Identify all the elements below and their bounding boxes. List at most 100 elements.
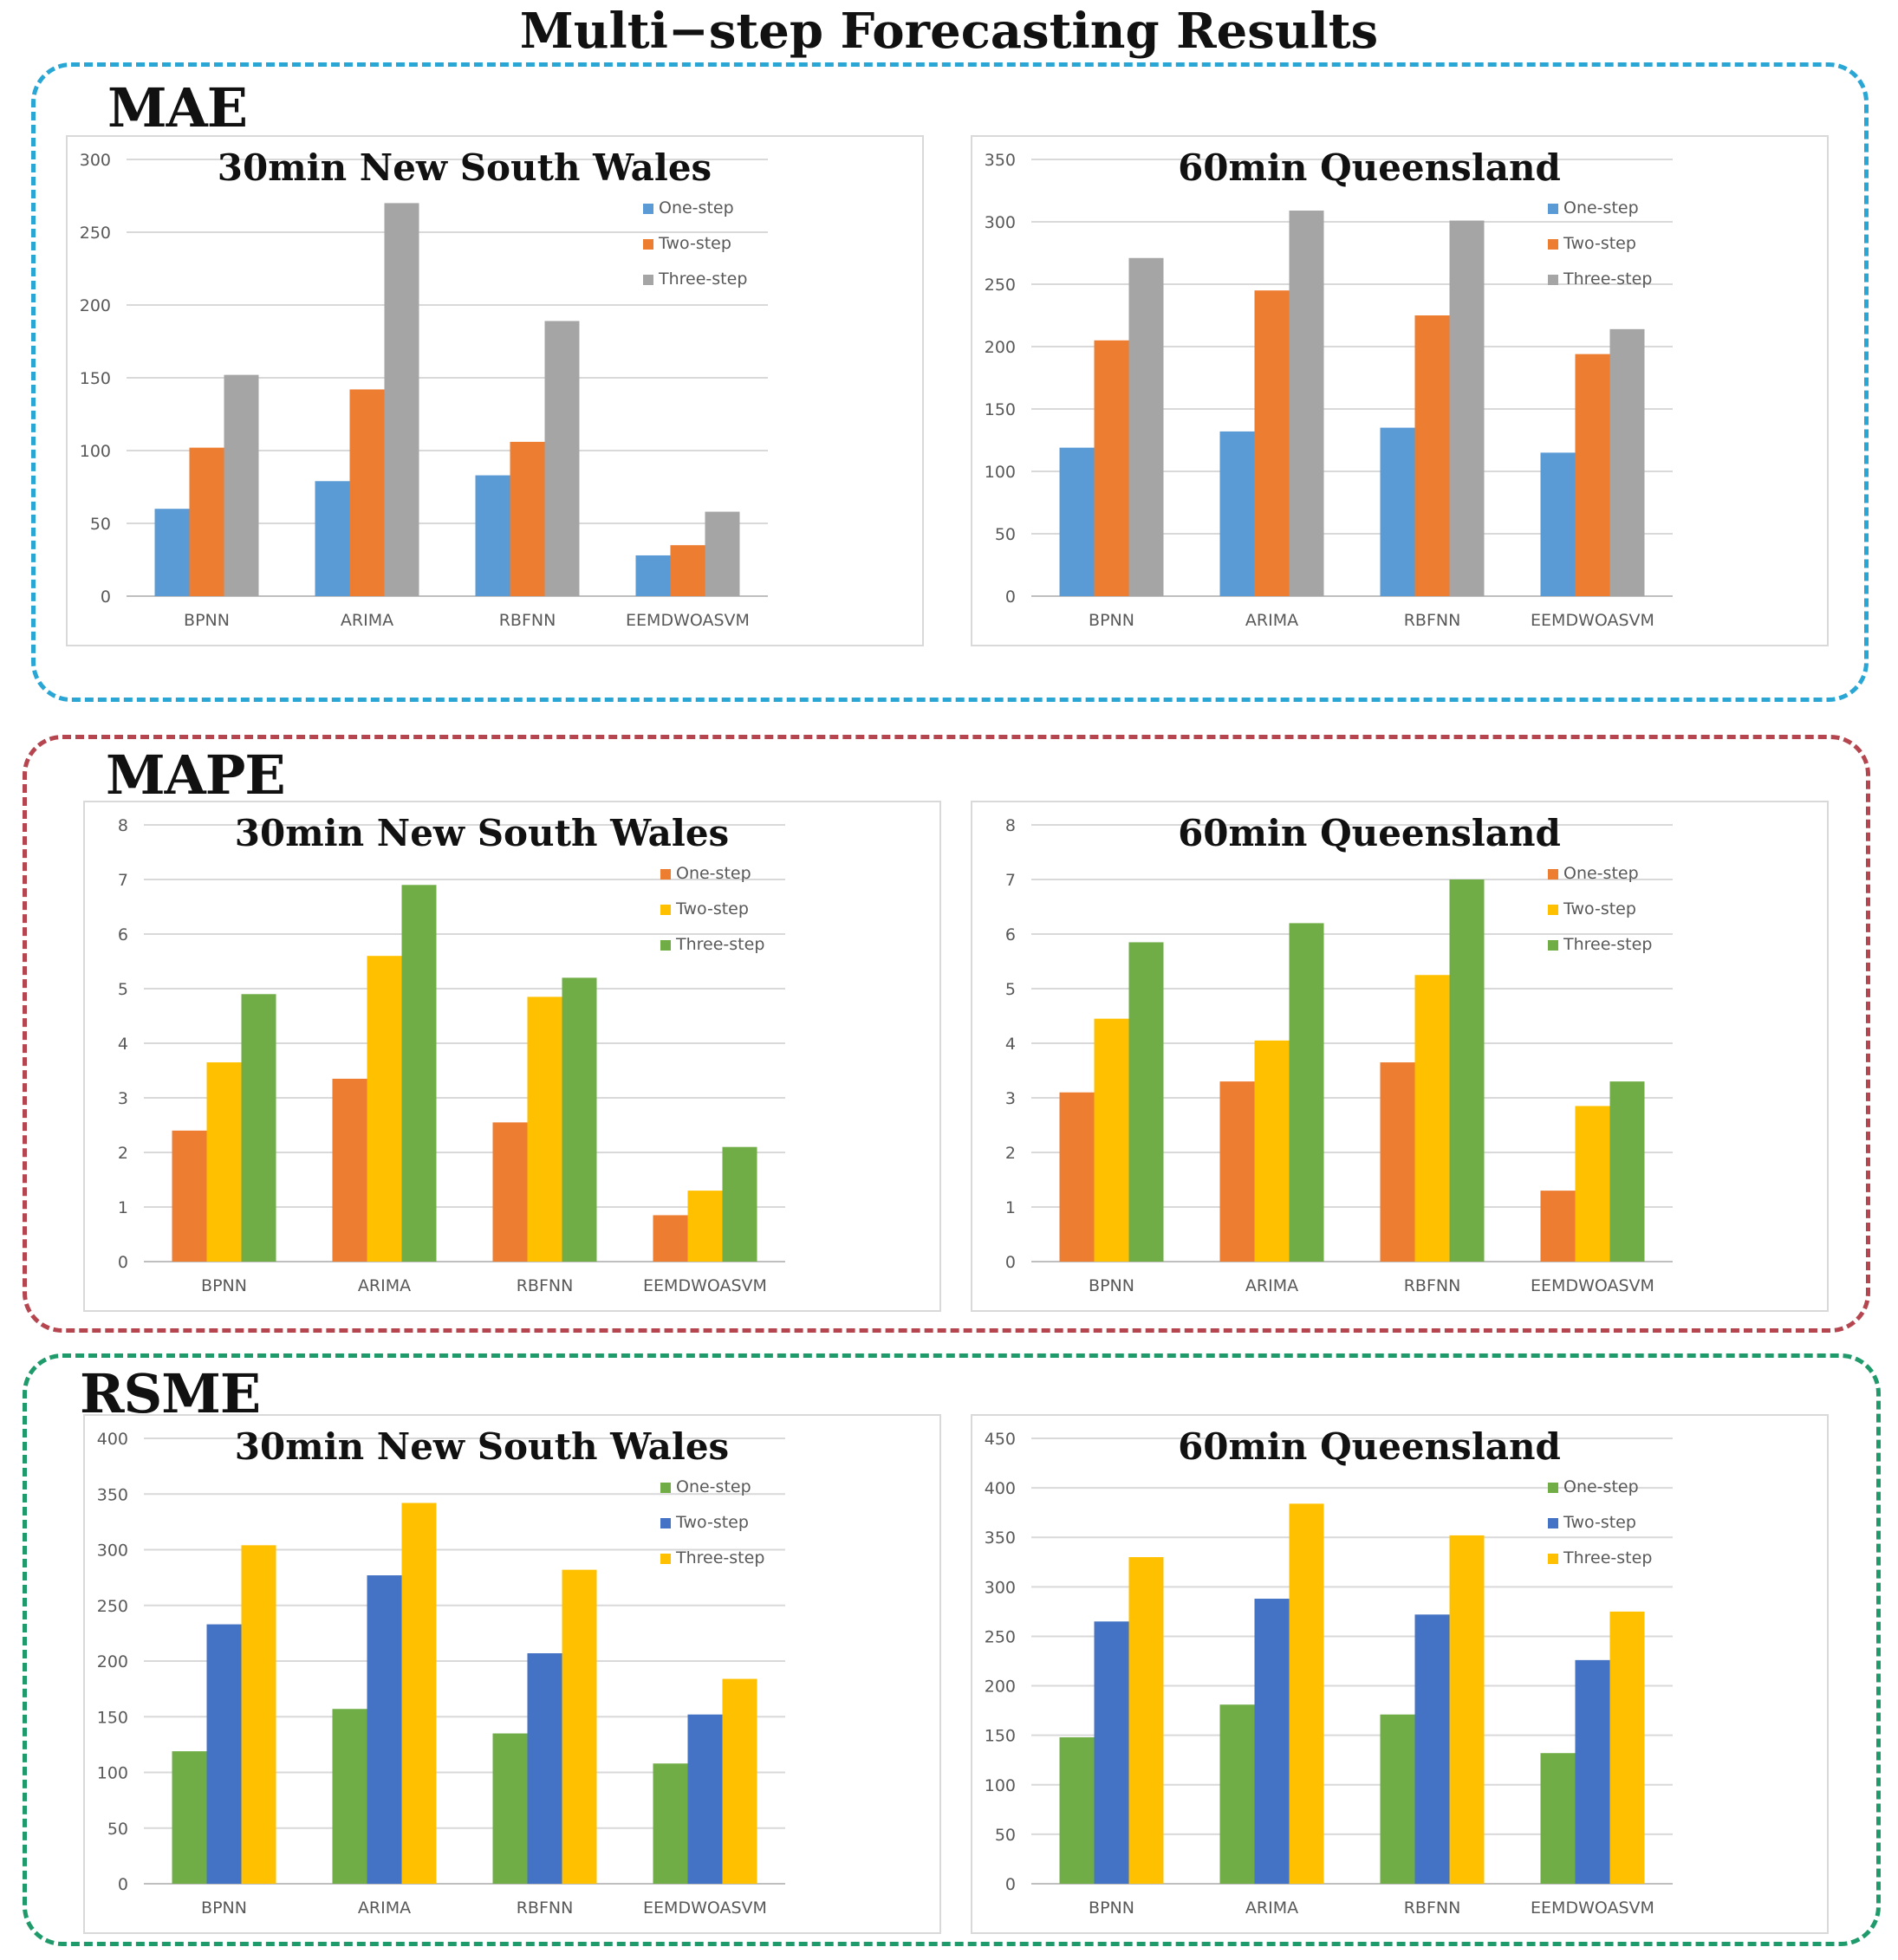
mape-qld-chart: 0 1 2 3 4 5 6 7 8 BPNN ARIMA RBFNN EEMDWOASVM 60min Q… [971, 801, 1829, 1312]
bar-eemdwoasvm-one-step [653, 1763, 688, 1884]
y-tick-label: 4 [118, 1035, 128, 1054]
y-tick-label: 7 [118, 871, 128, 890]
x-tick-label: EEMDWOASVM [626, 611, 750, 630]
bar-eemdwoasvm-three-step [1609, 1081, 1645, 1262]
bar-eemdwoasvm-one-step [1540, 452, 1576, 596]
bar-eemdwoasvm-two-step [687, 1714, 723, 1884]
rsme-group-frame [23, 1353, 1881, 1946]
y-tick-label: 6 [118, 925, 128, 944]
bar-arima-three-step [384, 203, 419, 596]
bar-rbfnn-one-step [1380, 1714, 1415, 1884]
y-tick-label: 400 [97, 1430, 128, 1449]
y-tick-label: 200 [985, 1678, 1016, 1697]
bar-bpnn-three-step [1128, 257, 1164, 596]
legend-swatch-three-step [1548, 940, 1558, 951]
bar-rbfnn-three-step [544, 321, 580, 596]
y-tick-label: 7 [1005, 871, 1016, 890]
x-tick-label: ARIMA [1245, 611, 1298, 630]
legend-label-two-step: Two-step [1563, 1513, 1636, 1532]
y-tick-label: 1 [118, 1198, 128, 1217]
x-tick-label: ARIMA [341, 611, 393, 630]
legend-swatch-two-step [1548, 905, 1558, 915]
y-tick-label: 2 [118, 1144, 128, 1163]
rsme-nsw-chart: 0 50 100 150 200 250 300 350 400 BPNN ARIMA RBFNN EE… [83, 1414, 941, 1934]
y-tick-label: 8 [118, 816, 128, 835]
bar-bpnn-one-step [1059, 447, 1095, 596]
bar-arima-two-step [1254, 290, 1290, 596]
legend-label-three-step: Three-step [1563, 1548, 1652, 1567]
chart-title: 30min New South Wales [218, 146, 712, 189]
legend-label-one-step: One-step [659, 198, 734, 217]
bar-bpnn-three-step [241, 994, 276, 1262]
y-tick-label: 4 [1005, 1035, 1016, 1054]
bar-bpnn-one-step [1059, 1736, 1095, 1884]
x-tick-label: BPNN [1089, 1898, 1134, 1918]
y-tick-label: 150 [985, 1727, 1016, 1746]
y-tick-label: 0 [1005, 1253, 1016, 1272]
bar-eemdwoasvm-two-step [687, 1191, 723, 1262]
y-tick-label: 350 [985, 1528, 1016, 1548]
x-tick-label: BPNN [201, 1898, 247, 1918]
y-tick-label: 100 [97, 1764, 128, 1783]
y-tick-label: 0 [118, 1875, 128, 1894]
x-tick-label: RBFNN [1404, 1898, 1461, 1918]
x-tick-label: RBFNN [499, 611, 556, 630]
legend-swatch-two-step [1548, 239, 1558, 250]
y-tick-label: 100 [985, 463, 1016, 482]
legend-swatch-three-step [1548, 275, 1558, 285]
y-tick-label: 3 [118, 1089, 128, 1108]
bar-bpnn-two-step [189, 447, 224, 596]
x-tick-label: EEMDWOASVM [1531, 1898, 1654, 1918]
x-tick-label: RBFNN [1404, 611, 1461, 630]
y-tick-label: 200 [985, 338, 1016, 357]
legend-swatch-two-step [1548, 1518, 1558, 1528]
bar-eemdwoasvm-one-step [1540, 1753, 1576, 1884]
y-tick-label: 150 [985, 400, 1016, 419]
chart-title: 60min Queensland [1178, 1425, 1561, 1468]
y-tick-label: 350 [97, 1485, 128, 1504]
bar-rbfnn-two-step [1414, 315, 1450, 596]
legend-label-three-step: Three-step [1563, 269, 1652, 289]
bar-arima-three-step [1289, 1503, 1324, 1884]
bar-rbfnn-one-step [1380, 1062, 1415, 1262]
bar-eemdwoasvm-one-step [1540, 1191, 1576, 1262]
bar-arima-three-step [401, 1502, 437, 1884]
x-tick-label: BPNN [201, 1276, 247, 1295]
bar-bpnn-three-step [1128, 1557, 1164, 1884]
legend-swatch-one-step [1548, 204, 1558, 214]
legend-swatch-two-step [660, 905, 671, 915]
bar-bpnn-one-step [172, 1751, 207, 1884]
x-tick-label: EEMDWOASVM [1531, 611, 1654, 630]
y-tick-label: 300 [985, 1578, 1016, 1597]
x-tick-label: BPNN [1089, 611, 1134, 630]
y-tick-label: 250 [80, 224, 111, 243]
legend-swatch-one-step [1548, 869, 1558, 879]
legend-swatch-two-step [660, 1518, 671, 1528]
y-tick-label: 50 [107, 1820, 128, 1839]
bar-rbfnn-one-step [1380, 427, 1415, 596]
bar-eemdwoasvm-two-step [1575, 1106, 1610, 1262]
bar-arima-two-step [367, 956, 402, 1262]
legend-label-one-step: One-step [1563, 1477, 1639, 1496]
x-tick-label: RBFNN [517, 1898, 574, 1918]
y-tick-label: 5 [1005, 980, 1016, 999]
y-tick-label: 150 [80, 369, 111, 388]
legend-label-one-step: One-step [676, 1477, 751, 1496]
bar-eemdwoasvm-three-step [1609, 1611, 1645, 1884]
y-tick-label: 100 [985, 1776, 1016, 1795]
bar-bpnn-three-step [241, 1545, 276, 1884]
bar-rbfnn-one-step [492, 1733, 528, 1884]
y-tick-label: 200 [97, 1652, 128, 1671]
x-tick-label: EEMDWOASVM [1531, 1276, 1654, 1295]
bar-arima-one-step [315, 481, 350, 596]
x-tick-label: RBFNN [1404, 1276, 1461, 1295]
legend-label-three-step: Three-step [1563, 935, 1652, 954]
y-tick-label: 300 [80, 151, 111, 170]
bar-arima-one-step [1219, 431, 1255, 596]
legend-label-one-step: One-step [1563, 864, 1639, 883]
bar-arima-two-step [367, 1575, 402, 1884]
x-tick-label: BPNN [184, 611, 230, 630]
bar-bpnn-one-step [154, 509, 190, 596]
x-tick-label: BPNN [1089, 1276, 1134, 1295]
y-tick-label: 0 [118, 1253, 128, 1272]
